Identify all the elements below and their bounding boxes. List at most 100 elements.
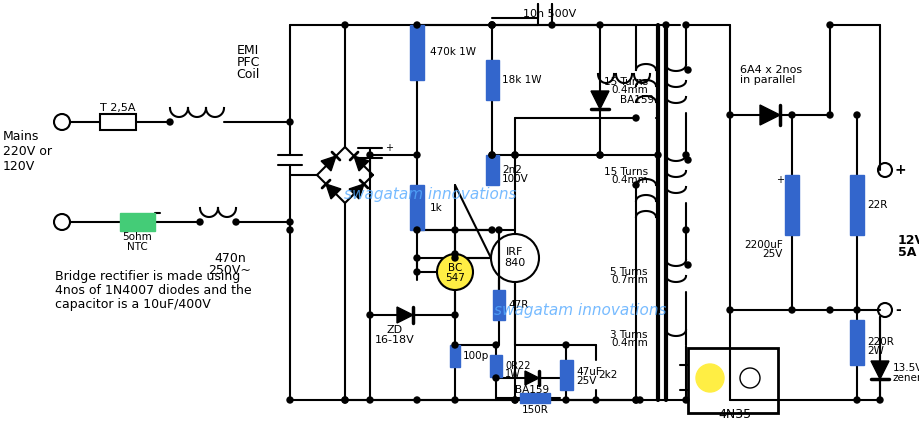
Polygon shape	[325, 184, 341, 199]
Circle shape	[287, 219, 292, 225]
Circle shape	[663, 22, 668, 28]
Circle shape	[342, 397, 347, 403]
Text: 2k2: 2k2	[597, 370, 617, 380]
Polygon shape	[321, 156, 335, 171]
Text: in parallel: in parallel	[739, 75, 795, 85]
Bar	[490, 355, 502, 377]
Text: PFC: PFC	[236, 55, 259, 68]
Bar	[519, 393, 550, 403]
Text: 0.4mm: 0.4mm	[610, 85, 647, 95]
Text: 25V: 25V	[575, 376, 596, 386]
Text: BC: BC	[448, 263, 461, 273]
Text: 100V: 100V	[502, 174, 528, 184]
Circle shape	[512, 397, 517, 403]
Circle shape	[489, 152, 494, 158]
Circle shape	[451, 397, 458, 403]
Text: 100p: 100p	[462, 351, 489, 361]
Circle shape	[562, 342, 568, 348]
Text: Coil: Coil	[236, 68, 259, 80]
Circle shape	[789, 112, 794, 118]
Text: +: +	[384, 143, 392, 153]
Circle shape	[197, 219, 203, 225]
Circle shape	[682, 152, 688, 158]
Bar	[493, 290, 505, 320]
Circle shape	[685, 67, 690, 73]
Text: 12V: 12V	[897, 233, 919, 246]
Circle shape	[654, 152, 660, 158]
Circle shape	[632, 182, 639, 188]
Text: IRF: IRF	[505, 247, 523, 257]
Text: 13.5V: 13.5V	[892, 363, 919, 373]
Circle shape	[489, 22, 494, 28]
Text: 47uF: 47uF	[575, 367, 601, 377]
Circle shape	[451, 227, 458, 233]
Text: 220R: 220R	[866, 337, 893, 347]
Text: 2n2: 2n2	[502, 165, 521, 175]
Bar	[119, 213, 154, 231]
Circle shape	[495, 227, 502, 233]
Text: 15 Turns: 15 Turns	[603, 77, 647, 87]
Circle shape	[451, 251, 458, 257]
Bar	[485, 60, 498, 100]
Polygon shape	[348, 184, 364, 199]
Circle shape	[512, 152, 517, 158]
Circle shape	[549, 22, 554, 28]
Bar	[410, 185, 424, 230]
Bar	[485, 155, 498, 185]
Text: 18k 1W: 18k 1W	[502, 75, 541, 85]
Text: BA159: BA159	[619, 95, 653, 105]
Text: ZD: ZD	[387, 325, 403, 335]
Circle shape	[489, 22, 494, 28]
Text: swagatam innovations: swagatam innovations	[494, 302, 665, 317]
Text: EMI: EMI	[236, 43, 259, 56]
Circle shape	[437, 254, 472, 290]
Polygon shape	[870, 361, 888, 379]
Circle shape	[489, 227, 494, 233]
Circle shape	[853, 397, 859, 403]
Circle shape	[876, 397, 882, 403]
Bar	[410, 25, 424, 80]
Circle shape	[512, 152, 517, 158]
Text: 840: 840	[504, 258, 525, 268]
Circle shape	[493, 342, 498, 348]
Circle shape	[853, 112, 859, 118]
Text: +: +	[775, 175, 783, 185]
Circle shape	[414, 255, 420, 261]
Text: Bridge rectifier is made using: Bridge rectifier is made using	[55, 270, 240, 283]
Circle shape	[451, 312, 458, 318]
Circle shape	[451, 342, 458, 348]
Circle shape	[167, 119, 173, 125]
Text: 47R: 47R	[507, 300, 528, 310]
Text: T 2,5A: T 2,5A	[100, 103, 136, 113]
Circle shape	[636, 397, 642, 403]
Text: 5A: 5A	[897, 246, 915, 258]
Circle shape	[826, 112, 832, 118]
Circle shape	[512, 397, 517, 403]
Polygon shape	[525, 371, 539, 385]
Bar	[784, 175, 798, 235]
Text: 22R: 22R	[866, 200, 887, 210]
Circle shape	[682, 22, 688, 28]
Text: 0.4mm: 0.4mm	[610, 338, 647, 348]
Circle shape	[853, 307, 859, 313]
Text: 470n: 470n	[214, 252, 245, 264]
Bar	[687, 348, 777, 413]
Text: 2200uF: 2200uF	[743, 240, 782, 250]
Circle shape	[233, 219, 239, 225]
Text: -: -	[894, 303, 900, 317]
Text: swagatam innovations: swagatam innovations	[344, 187, 516, 203]
Circle shape	[596, 152, 602, 158]
Text: 5 Turns: 5 Turns	[610, 267, 647, 277]
Circle shape	[414, 22, 420, 28]
Text: 6A4 x 2nos: 6A4 x 2nos	[739, 65, 801, 75]
Circle shape	[562, 397, 568, 403]
Circle shape	[367, 397, 372, 403]
Circle shape	[493, 375, 498, 381]
Circle shape	[414, 397, 420, 403]
Text: 470k 1W: 470k 1W	[429, 47, 475, 57]
Circle shape	[287, 227, 292, 233]
Circle shape	[593, 397, 598, 403]
Text: 15 Turns: 15 Turns	[603, 167, 647, 177]
Text: 120V: 120V	[3, 160, 35, 173]
Text: 5ohm: 5ohm	[122, 232, 152, 242]
